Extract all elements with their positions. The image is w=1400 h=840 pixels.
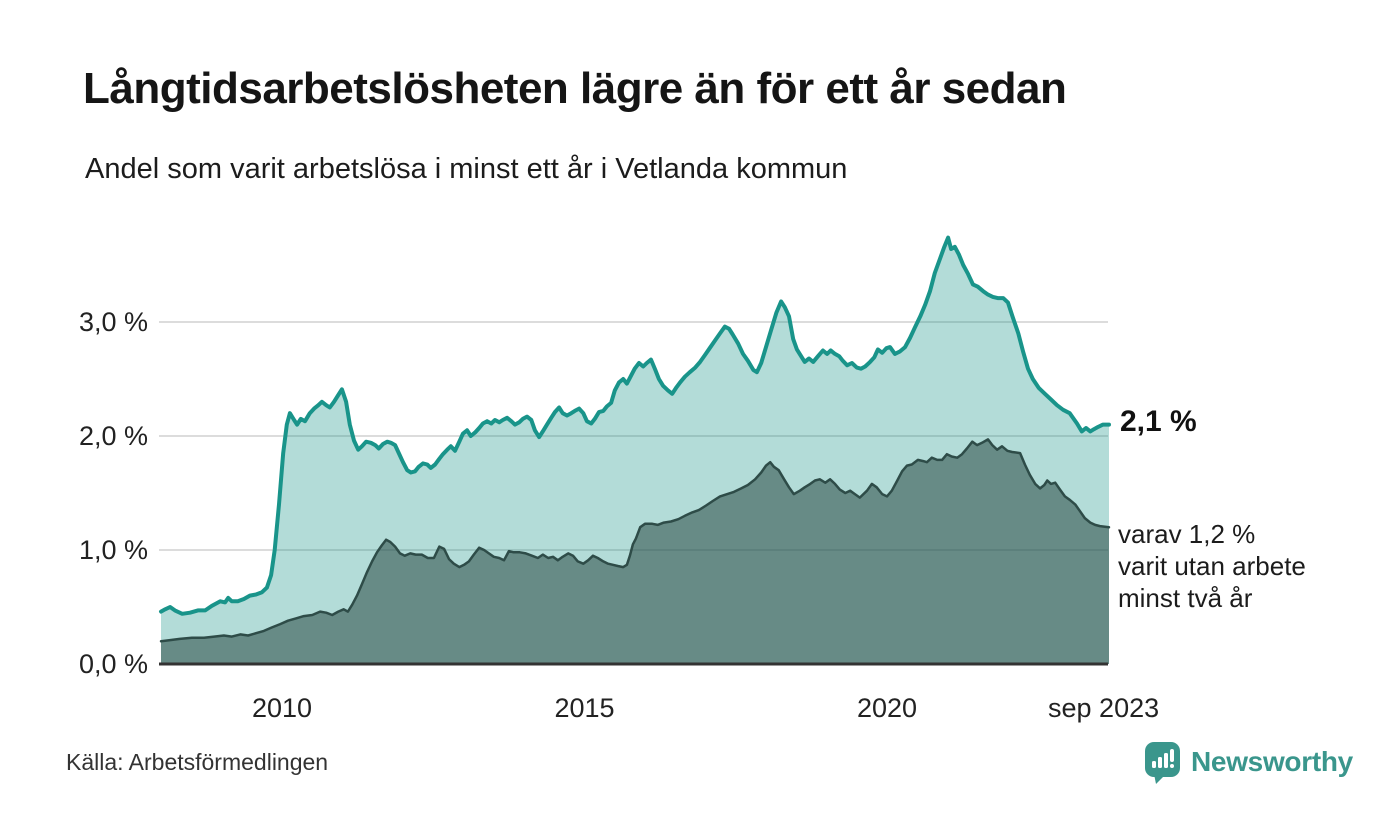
source-note: Källa: Arbetsförmedlingen [66,749,329,775]
y-tick-label: 1,0 % [78,535,148,565]
y-tick-label: 0,0 % [78,649,148,679]
line-minst-ett-ar [159,235,1111,616]
secondary-value-line: minst två år [1118,583,1253,613]
x-tick-label: 2010 [251,693,313,723]
x-tick-label: 2015 [554,693,615,723]
y-tick-label: 3,0 % [78,307,148,337]
brand-name: Newsworthy [1191,746,1353,777]
page-title: Långtidsarbetslösheten lägre än för ett … [83,64,1067,113]
area-minst-tva-ar [161,439,1109,664]
secondary-value-label: varav 1,2 % varit utan arbete minst två … [1118,518,1306,614]
x-tick-label: 2020 [856,693,918,723]
latest-value-label: 2,1 % [1120,405,1197,438]
page-subtitle: Andel som varit arbetslösa i minst ett å… [85,153,848,185]
newsworthy-bubble-icon [1145,742,1180,784]
secondary-value-line: varav 1,2 % [1118,519,1256,549]
x-tick-label: sep 2023 [1048,693,1160,723]
newsworthy-logo: Newsworthy [1144,741,1353,785]
line-minst-tva-ar [159,438,1111,643]
secondary-value-line: varit utan arbete [1118,551,1306,581]
y-tick-label: 2,0 % [78,421,148,451]
